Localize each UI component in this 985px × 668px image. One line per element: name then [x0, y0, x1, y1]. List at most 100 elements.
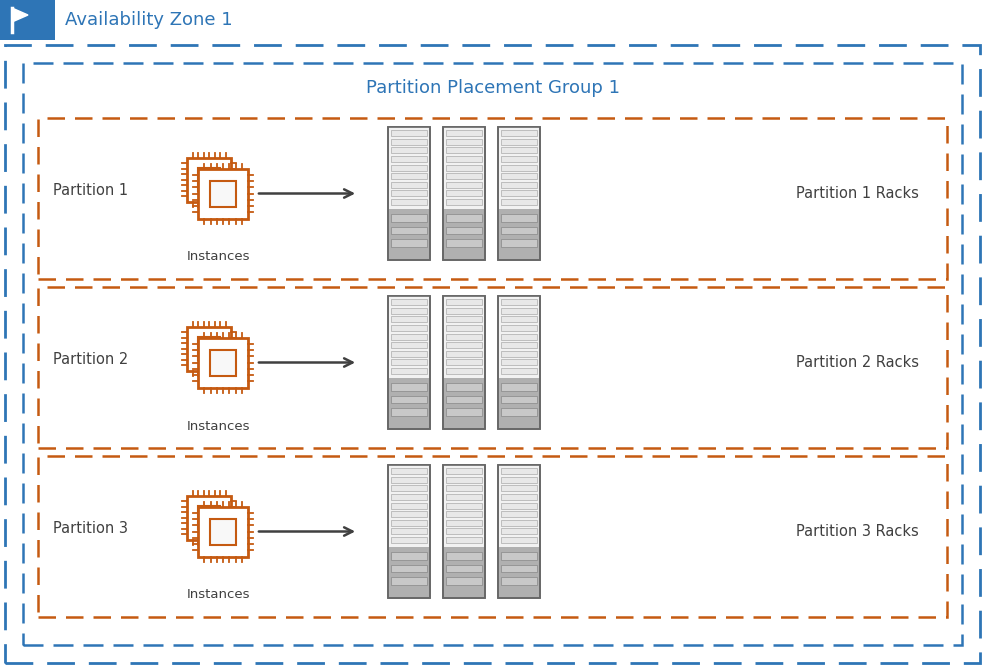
- Bar: [498, 128, 540, 259]
- Bar: [443, 297, 485, 428]
- Bar: [391, 239, 427, 247]
- Bar: [446, 520, 482, 526]
- Bar: [501, 164, 537, 170]
- Bar: [391, 565, 427, 572]
- Bar: [446, 190, 482, 196]
- Bar: [391, 148, 427, 154]
- Bar: [198, 168, 221, 191]
- Bar: [446, 227, 482, 234]
- Bar: [389, 128, 429, 209]
- Bar: [501, 325, 537, 331]
- Bar: [391, 214, 427, 222]
- Bar: [443, 466, 485, 597]
- Bar: [501, 486, 537, 492]
- Bar: [446, 383, 482, 391]
- Bar: [446, 511, 482, 517]
- Bar: [446, 468, 482, 474]
- Bar: [391, 139, 427, 145]
- Bar: [391, 156, 427, 162]
- Bar: [391, 342, 427, 348]
- Bar: [498, 466, 540, 597]
- Bar: [446, 308, 482, 314]
- Bar: [391, 299, 427, 305]
- Bar: [501, 502, 537, 508]
- Bar: [501, 577, 537, 585]
- Bar: [501, 528, 537, 534]
- Bar: [501, 408, 537, 416]
- Text: Partition 3: Partition 3: [53, 521, 128, 536]
- Bar: [446, 396, 482, 403]
- Bar: [391, 396, 427, 403]
- Text: Partition Placement Group 1: Partition Placement Group 1: [365, 79, 620, 97]
- Bar: [446, 239, 482, 247]
- Bar: [389, 466, 429, 547]
- Bar: [501, 199, 537, 205]
- Bar: [444, 547, 484, 597]
- Text: Partition 3 Racks: Partition 3 Racks: [796, 524, 918, 539]
- Bar: [444, 297, 484, 378]
- Bar: [446, 333, 482, 339]
- Text: Partition 1 Racks: Partition 1 Racks: [796, 186, 918, 201]
- Bar: [388, 128, 430, 259]
- Bar: [391, 359, 427, 365]
- Bar: [446, 502, 482, 508]
- Bar: [446, 139, 482, 145]
- Bar: [187, 496, 231, 540]
- Bar: [198, 337, 221, 360]
- Bar: [391, 502, 427, 508]
- Bar: [446, 552, 482, 560]
- Bar: [443, 128, 485, 259]
- Bar: [446, 164, 482, 170]
- Bar: [501, 227, 537, 234]
- Bar: [446, 214, 482, 222]
- Text: Instances: Instances: [187, 250, 251, 263]
- Bar: [388, 466, 430, 597]
- Bar: [498, 466, 540, 597]
- Bar: [501, 333, 537, 339]
- Bar: [391, 477, 427, 483]
- Bar: [391, 383, 427, 391]
- Bar: [391, 130, 427, 136]
- Bar: [501, 148, 537, 154]
- Bar: [499, 128, 539, 209]
- Bar: [446, 565, 482, 572]
- Bar: [443, 128, 485, 259]
- Bar: [501, 130, 537, 136]
- Bar: [0, 0, 55, 40]
- Bar: [391, 182, 427, 188]
- Bar: [499, 547, 539, 597]
- Bar: [498, 297, 540, 428]
- Bar: [501, 139, 537, 145]
- Bar: [391, 368, 427, 374]
- Bar: [391, 577, 427, 585]
- Bar: [446, 408, 482, 416]
- Bar: [198, 168, 248, 218]
- Bar: [446, 199, 482, 205]
- Bar: [499, 209, 539, 259]
- Text: Instances: Instances: [187, 589, 251, 601]
- Bar: [391, 308, 427, 314]
- Bar: [38, 456, 947, 617]
- Bar: [444, 128, 484, 209]
- Text: Partition 2 Racks: Partition 2 Racks: [796, 355, 918, 370]
- Bar: [210, 349, 236, 375]
- Bar: [198, 506, 248, 556]
- Bar: [501, 308, 537, 314]
- Bar: [501, 477, 537, 483]
- Bar: [198, 506, 221, 529]
- Bar: [446, 477, 482, 483]
- Bar: [210, 180, 236, 206]
- Bar: [446, 486, 482, 492]
- Bar: [501, 173, 537, 179]
- Bar: [501, 239, 537, 247]
- Bar: [444, 466, 484, 547]
- Bar: [391, 528, 427, 534]
- Bar: [446, 156, 482, 162]
- Bar: [501, 342, 537, 348]
- Bar: [391, 199, 427, 205]
- Bar: [446, 368, 482, 374]
- Bar: [501, 317, 537, 323]
- Bar: [391, 537, 427, 543]
- Bar: [446, 537, 482, 543]
- Bar: [446, 359, 482, 365]
